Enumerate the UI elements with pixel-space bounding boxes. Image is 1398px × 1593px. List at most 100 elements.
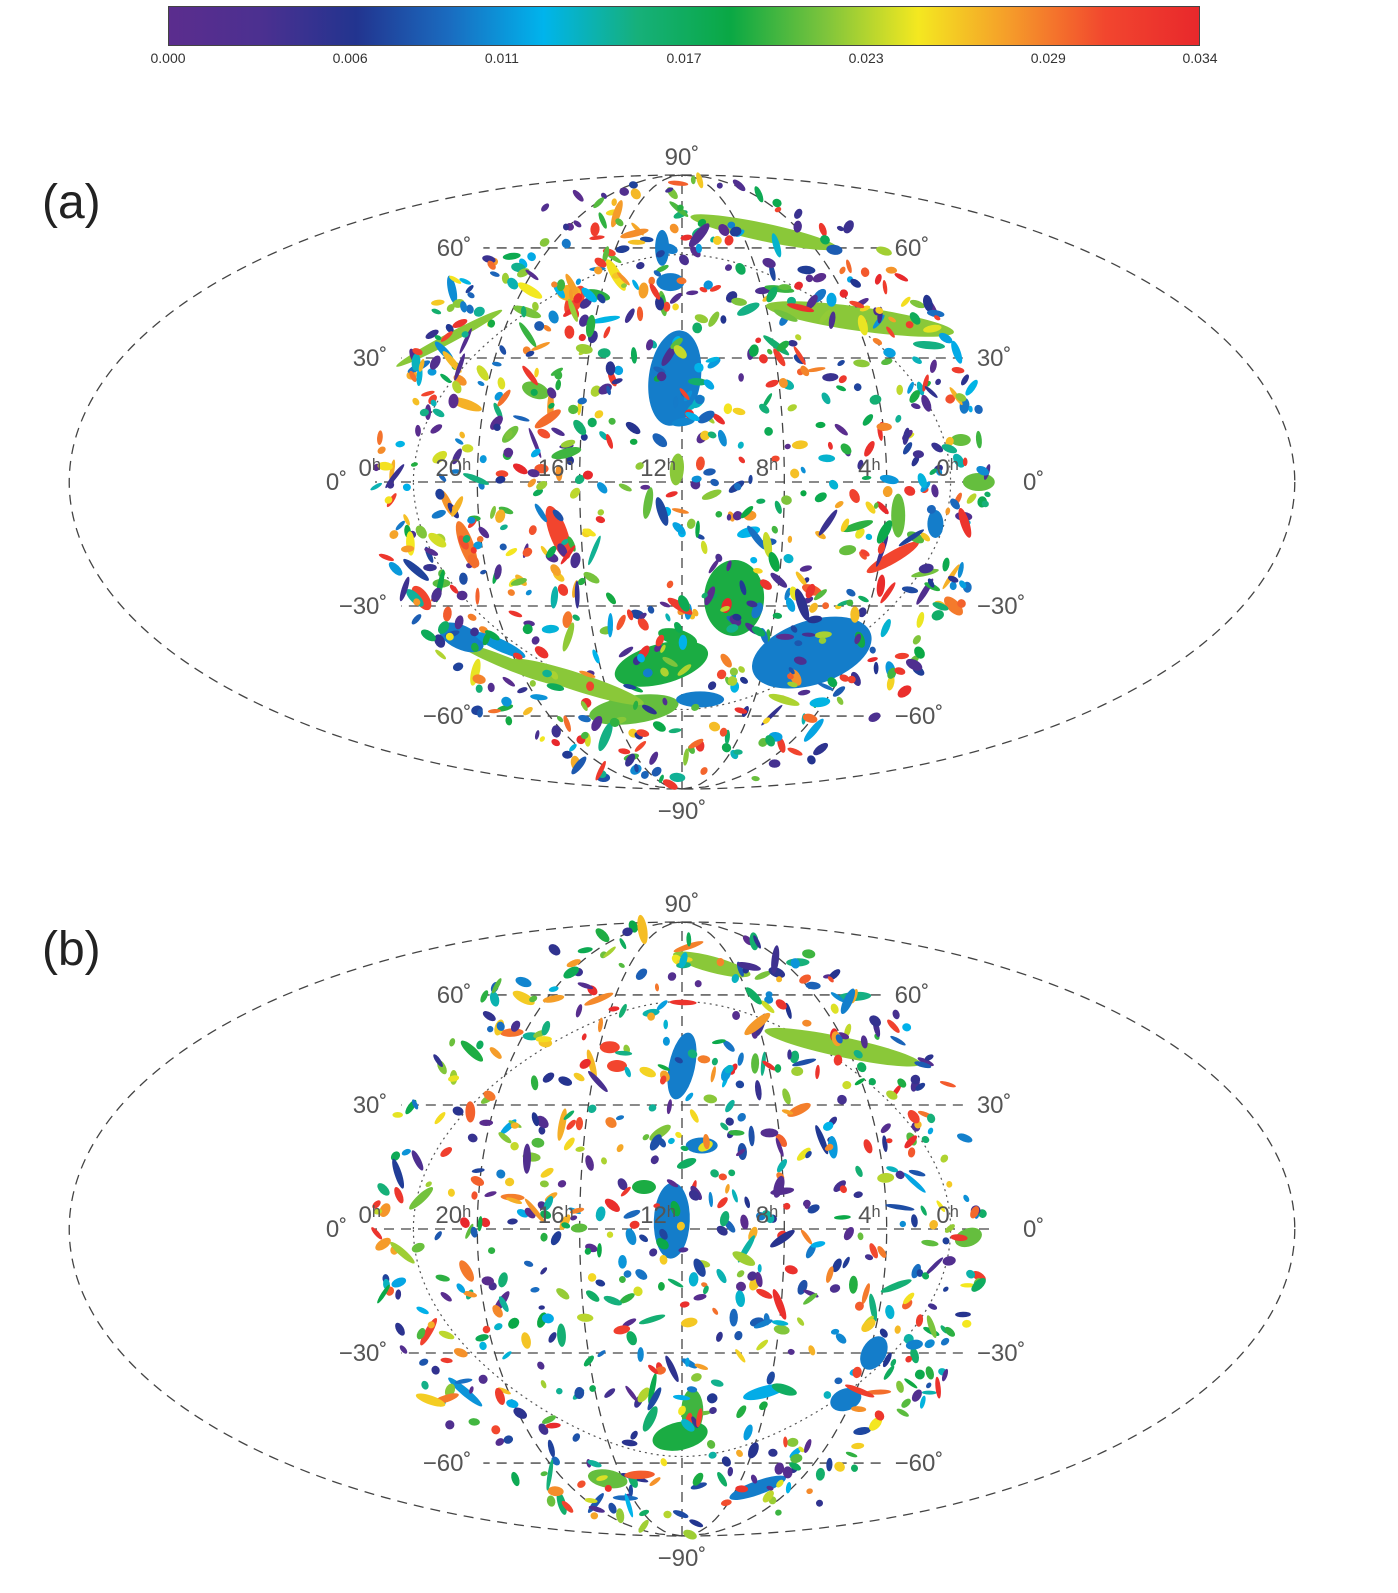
sky-feature-dot	[523, 706, 533, 716]
sky-feature-dot	[724, 1064, 734, 1074]
sky-feature-dot	[691, 703, 700, 711]
sky-feature-dot	[615, 1050, 633, 1056]
sky-feature-dot	[771, 525, 778, 534]
sky-feature-dot	[781, 495, 792, 505]
sky-feature-dot	[556, 716, 564, 723]
sky-feature-dot	[465, 1101, 476, 1123]
sky-feature-ellipse	[607, 1060, 627, 1072]
sky-feature-dot	[597, 348, 611, 359]
sky-feature-dot	[551, 281, 558, 288]
sky-feature-dot	[920, 1205, 927, 1216]
sky-feature-dot	[787, 1437, 799, 1447]
sky-feature-dot	[534, 646, 549, 659]
sky-feature-dot	[897, 1078, 907, 1088]
sky-feature-ellipse	[589, 694, 679, 725]
sky-feature-dot	[946, 1181, 953, 1188]
sky-feature-dot	[379, 1203, 391, 1217]
sky-feature-dot	[459, 278, 472, 285]
sky-feature-dot	[628, 1484, 633, 1498]
sky-feature-dot	[849, 489, 860, 503]
declination-label: 90˚	[665, 891, 700, 918]
sky-feature-dot	[938, 332, 953, 344]
sky-feature-dot	[915, 1082, 926, 1091]
sky-feature-dot	[688, 738, 704, 749]
colorbar-tick-label: 0.006	[332, 50, 368, 66]
sky-feature-dot	[603, 946, 616, 958]
sky-feature-dot	[658, 774, 664, 783]
sky-feature-dot	[845, 1384, 875, 1398]
sky-feature-ellipse	[459, 1260, 474, 1282]
sky-feature-dot	[505, 716, 513, 726]
sky-feature-dot	[947, 575, 959, 583]
sky-feature-dot	[720, 1499, 732, 1506]
sky-feature-dot	[806, 1488, 813, 1495]
sky-feature-dot	[821, 392, 831, 405]
sky-feature-dot	[700, 540, 708, 555]
sky-feature-dot	[601, 1157, 607, 1165]
sky-feature-dot	[951, 340, 963, 364]
sky-feature-dot	[853, 1426, 871, 1436]
sky-feature-dot	[691, 475, 702, 483]
sky-feature-dot	[902, 1023, 912, 1032]
sky-feature-dot	[750, 1474, 758, 1484]
sky-feature-dot	[594, 266, 603, 275]
sky-feature-dot	[694, 1363, 709, 1370]
sky-feature-dot	[766, 1214, 775, 1224]
sky-feature-dot	[605, 361, 616, 376]
sky-feature-dot	[651, 766, 662, 777]
sky-feature-dot	[636, 306, 644, 322]
sky-feature-dot	[864, 1254, 874, 1261]
sky-feature-dot	[440, 331, 453, 342]
sky-feature-dot	[449, 584, 459, 594]
sky-feature-dot	[863, 1139, 873, 1154]
sky-feature-dot	[605, 433, 614, 449]
sky-feature-dot	[430, 399, 437, 407]
sky-feature-dot	[655, 634, 665, 647]
sky-feature-dot	[738, 373, 744, 382]
sky-feature-dot	[478, 526, 490, 539]
sky-feature-dot	[766, 1485, 774, 1491]
sky-feature-dot	[470, 1226, 478, 1238]
sky-feature-dot	[894, 652, 909, 660]
sky-feature-dot	[475, 1334, 489, 1342]
sky-feature-dot	[815, 1064, 820, 1080]
sky-feature-dot	[641, 704, 657, 715]
sky-feature-dot	[806, 367, 826, 373]
sky-feature-dot	[872, 337, 883, 346]
sky-feature-dot	[451, 496, 464, 517]
sky-feature-dot	[647, 1387, 662, 1411]
declination-label: 0˚	[326, 1216, 347, 1243]
sky-feature-ellipse	[648, 330, 702, 426]
declination-label: 0˚	[1023, 1216, 1044, 1243]
sky-feature-dot	[465, 285, 474, 294]
sky-feature-dot	[587, 1104, 597, 1113]
sky-feature-dot	[840, 443, 852, 455]
sky-feature-dot	[600, 192, 608, 199]
sky-feature-dot	[421, 390, 435, 397]
sky-feature-dot	[445, 1420, 455, 1430]
sky-feature-dot	[412, 348, 423, 356]
sky-feature-dot	[492, 1304, 503, 1318]
sky-feature-dot	[421, 1380, 429, 1390]
sky-feature-dot	[427, 1321, 435, 1329]
sky-feature-dot	[666, 1099, 672, 1115]
declination-label: 30˚	[353, 1092, 388, 1119]
sky-feature-dot	[574, 580, 580, 609]
sky-feature-dot	[791, 440, 808, 450]
sky-feature-dot	[887, 667, 897, 679]
sky-feature-dot	[895, 414, 902, 423]
sky-feature-dot	[795, 571, 807, 586]
sky-feature-dot	[377, 446, 386, 454]
sky-feature-dot	[806, 294, 818, 310]
sky-feature-dot	[666, 580, 674, 589]
sky-feature-dot	[488, 1247, 496, 1255]
sky-feature-dot	[718, 1173, 727, 1181]
sky-feature-dot	[809, 697, 831, 708]
sky-feature-dot	[649, 751, 659, 765]
sky-feature-dot	[940, 1154, 949, 1163]
sky-feature-dot	[903, 1172, 926, 1193]
sky-feature-dot	[503, 1435, 514, 1444]
sky-feature-dot	[785, 1002, 792, 1019]
sky-feature-dot	[652, 433, 668, 448]
sky-feature-dot	[495, 1438, 505, 1446]
